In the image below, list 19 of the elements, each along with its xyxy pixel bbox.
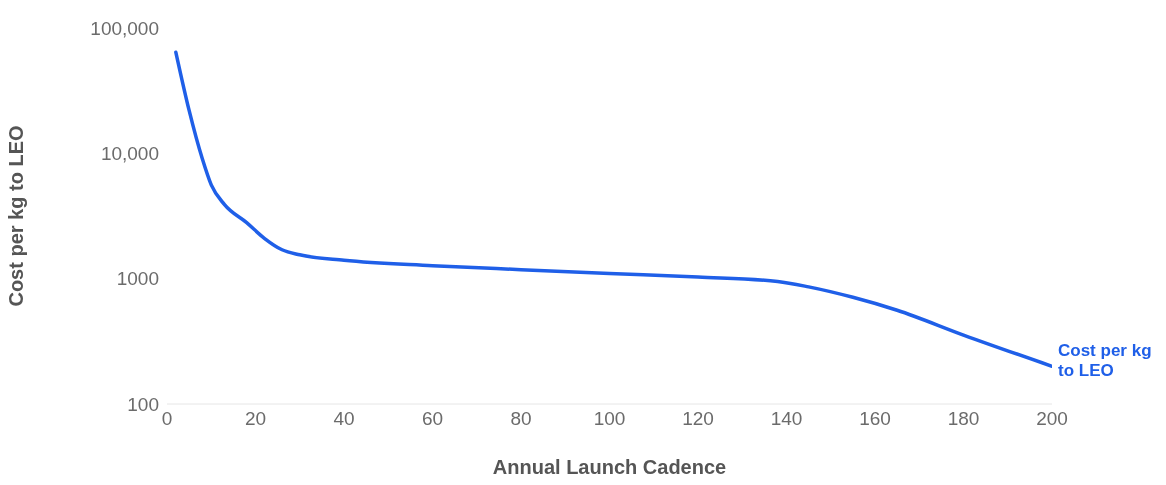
x-tick-label: 200 (1036, 408, 1068, 430)
x-tick-label: 180 (947, 408, 980, 430)
y-axis-title: Cost per kg to LEO (5, 125, 28, 307)
y-tick-label: 10,000 (100, 143, 159, 165)
x-tick-label: 160 (859, 408, 891, 430)
x-tick-label: 120 (682, 408, 714, 430)
x-tick-label: 140 (770, 408, 803, 430)
x-tick-label: 20 (244, 408, 267, 430)
x-tick-label: 80 (510, 408, 532, 430)
x-tick-label: 0 (161, 408, 173, 430)
y-tick-label: 100 (127, 393, 159, 415)
series-label: Cost per kg to LEO (1058, 341, 1152, 381)
y-tick-label: 1000 (116, 268, 159, 290)
x-axis-title: Annual Launch Cadence (492, 456, 727, 478)
x-tick-label: 40 (333, 408, 355, 430)
line-series (174, 50, 1052, 369)
x-tick-label: 60 (421, 408, 444, 430)
x-tick-label: 100 (593, 408, 626, 430)
y-tick-label: 100,000 (90, 17, 159, 39)
